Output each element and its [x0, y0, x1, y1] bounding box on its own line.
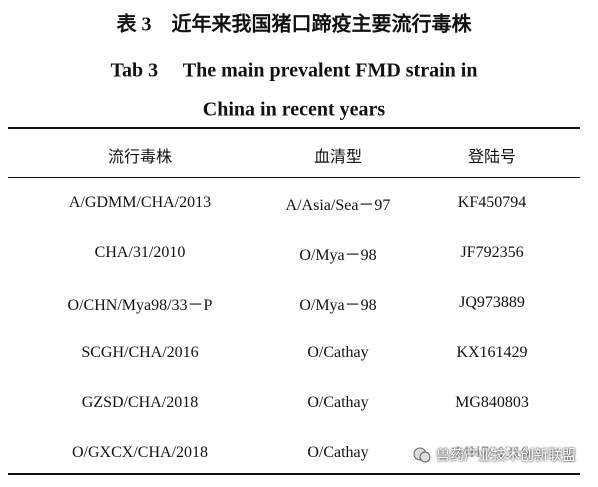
- bottom-rule: [8, 473, 580, 475]
- watermark-text: 兽药产业技术创新联盟: [436, 448, 576, 464]
- header-cell: 登陆号: [467, 149, 517, 166]
- table-cell: O/Mya－98: [299, 297, 377, 314]
- table-cell: KF450794: [457, 194, 527, 211]
- wechat-icon: [413, 447, 431, 463]
- table-cell: GZSD/CHA/2018: [81, 394, 199, 411]
- table-cell: O/Cathay: [307, 344, 369, 361]
- top-rule: [8, 127, 580, 129]
- table-cell: O/Mya－98: [299, 247, 377, 264]
- table-cell: CHA/31/2010: [94, 244, 186, 261]
- table-cell: JQ973889: [459, 294, 525, 311]
- table-cell: O/Cathay: [307, 394, 369, 411]
- header-cell: 流行毒株: [107, 149, 173, 166]
- table-cell: O/Cathay: [307, 444, 369, 461]
- header-cell: 血清型: [313, 149, 363, 166]
- table-cell: O/GXCX/CHA/2018: [71, 444, 209, 461]
- table-cell: JF792356: [460, 244, 524, 261]
- table-cell: A/Asia/Sea－97: [285, 197, 391, 214]
- table-cell: MG840803: [455, 394, 529, 411]
- table-cell: O/CHN/Mya98/33－P: [67, 297, 213, 314]
- table-cell: KX161429: [456, 344, 528, 361]
- header-rule: [8, 177, 580, 178]
- title-en: China in recent years: [202, 98, 386, 121]
- title-cn: 表 3 近年来我国猪口蹄疫主要流行毒株: [116, 13, 472, 36]
- watermark: 兽药产业技术创新联盟: [408, 443, 580, 467]
- title-en: Tab 3 The main prevalent FMD strain in: [110, 59, 478, 82]
- table-cell: A/GDMM/CHA/2013: [68, 194, 212, 211]
- table-cell: SCGH/CHA/2016: [81, 344, 199, 361]
